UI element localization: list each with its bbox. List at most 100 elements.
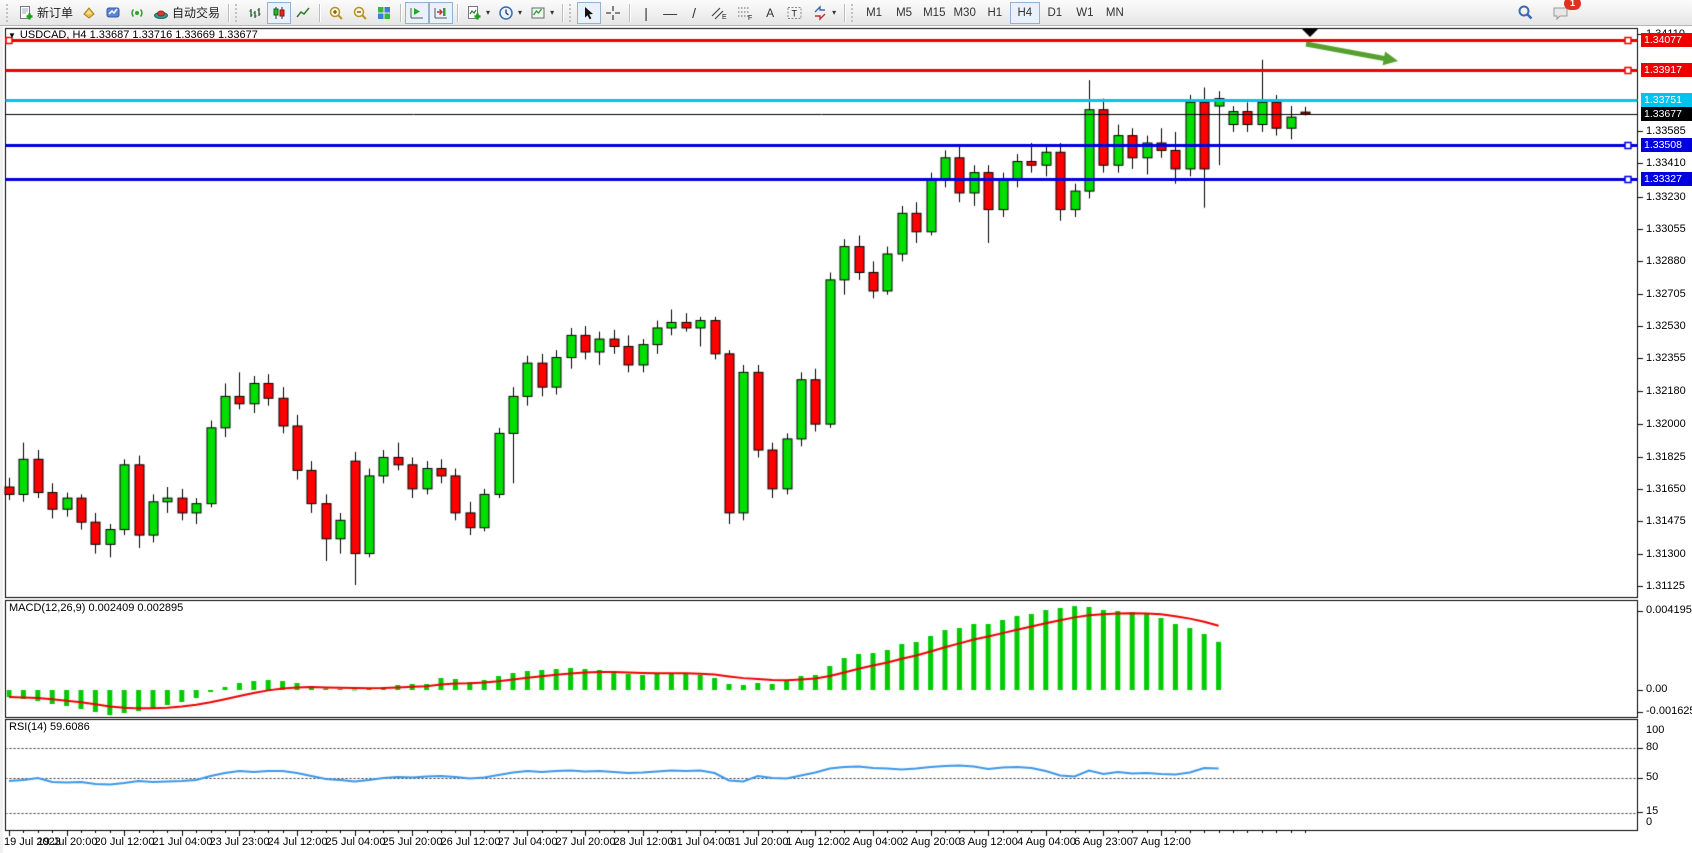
y-axis-label: 1.33410 <box>1646 156 1686 169</box>
x-axis-label: 19 Jul 2023 <box>4 836 61 848</box>
arrows-icon <box>814 4 826 21</box>
periods-caret: ▾ <box>518 8 523 17</box>
chart-shift-button[interactable] <box>429 1 454 24</box>
svg-text:T: T <box>792 8 798 18</box>
macd-label: MACD(12,26,9) 0.002409 0.002895 <box>9 602 184 614</box>
x-axis-label: 31 Jul 20:00 <box>728 836 789 848</box>
x-axis-label: 28 Jul 12:00 <box>613 836 674 848</box>
macd-axis-min: -0.001625 <box>1646 705 1692 717</box>
text-icon: A <box>766 5 775 20</box>
bar-chart-icon <box>249 7 261 18</box>
line-chart-icon <box>296 7 310 17</box>
search-button[interactable] <box>1513 2 1538 24</box>
x-axis-label: 1 Aug 12:00 <box>786 836 845 848</box>
new-order-icon <box>20 5 33 19</box>
styler-icon <box>83 6 95 19</box>
zoom-out-button[interactable] <box>348 2 372 24</box>
trendline-icon: / <box>692 4 697 21</box>
x-axis-label: 20 Jul 12:00 <box>94 836 155 848</box>
autotrading-button[interactable]: 自动交易 <box>149 2 224 24</box>
arrows-button[interactable]: ▾ <box>808 2 840 24</box>
x-axis-label: 2 Aug 04:00 <box>844 836 903 848</box>
horizontal-line-button[interactable]: — <box>658 2 682 24</box>
text-button[interactable]: A <box>758 2 782 24</box>
templates-button[interactable]: ▾ <box>526 2 558 24</box>
tile-windows-icon <box>378 6 391 19</box>
price-badge: 1.33327 <box>1641 171 1692 186</box>
tile-windows-button[interactable] <box>372 2 396 24</box>
crosshair-icon <box>606 5 621 20</box>
rsi-axis-label: 80 <box>1646 741 1659 753</box>
cursor-button[interactable] <box>577 1 602 24</box>
templates-caret: ▾ <box>550 8 555 17</box>
tf-button-D1[interactable]: D1 <box>1040 2 1070 24</box>
macd-axis-zero: 0.00 <box>1646 683 1668 695</box>
crosshair-button[interactable] <box>601 2 625 24</box>
price-badge: 1.33917 <box>1641 62 1692 77</box>
tf-button-M15[interactable]: M15 <box>919 2 949 24</box>
periods-button[interactable]: ▾ <box>494 2 526 24</box>
x-axis-label: 31 Jul 04:00 <box>670 836 731 848</box>
tf-button-M30[interactable]: M30 <box>949 2 979 24</box>
x-axis-label: 27 Jul 20:00 <box>555 836 616 848</box>
y-axis-label: 1.32705 <box>1646 287 1686 300</box>
line-chart-button[interactable] <box>291 2 315 24</box>
indicators-caret: ▾ <box>486 8 491 17</box>
y-axis-label: 1.31125 <box>1646 579 1685 592</box>
autotrading-icon <box>154 10 169 19</box>
tf-button-MN[interactable]: MN <box>1100 2 1130 24</box>
indicators-icon <box>468 5 481 19</box>
bar-chart-button[interactable] <box>243 2 267 24</box>
equidistant-channel-icon: E <box>711 7 727 21</box>
new-order-button[interactable]: 新订单 <box>14 2 77 24</box>
rsi-axis-label: 50 <box>1646 771 1659 783</box>
toolbar-grip[interactable] <box>6 3 12 22</box>
expand-triangle-icon[interactable]: ▼ <box>8 30 16 40</box>
toolbar: 新订单 自动交易 <box>0 0 1692 26</box>
x-axis-label: 2 Aug 20:00 <box>902 836 961 848</box>
rsi-axis-label: 100 <box>1646 724 1665 736</box>
equidistant-channel-button[interactable]: E <box>706 2 732 24</box>
price-badge: 1.33508 <box>1641 138 1692 153</box>
y-axis-label: 1.32880 <box>1646 254 1686 267</box>
y-axis-label: 1.32355 <box>1646 351 1686 364</box>
vertical-line-button[interactable]: | <box>634 2 658 24</box>
zoom-in-button[interactable] <box>324 2 348 24</box>
x-axis-label: 21 Jul 04:00 <box>152 836 213 848</box>
x-axis-label: 3 Aug 12:00 <box>959 836 1018 848</box>
x-axis-label: 25 Jul 20:00 <box>382 836 443 848</box>
y-axis-label: 1.31650 <box>1646 482 1686 495</box>
chart-title: ▼ USDCAD, H4 1.33687 1.33716 1.33669 1.3… <box>8 29 258 41</box>
notification-badge[interactable]: 1 <box>1564 0 1581 10</box>
tf-button-W1[interactable]: W1 <box>1070 2 1100 24</box>
y-axis-label: 1.32530 <box>1646 319 1686 332</box>
svg-text:F: F <box>748 15 752 21</box>
zoom-in-icon <box>329 6 343 20</box>
fibonacci-button[interactable]: F <box>732 2 758 24</box>
metaeditor-button[interactable] <box>101 2 125 24</box>
tf-button-M5[interactable]: M5 <box>889 2 919 24</box>
x-axis-label: 24 Jul 12:00 <box>267 836 328 848</box>
x-axis-label: 23 Jul 23:00 <box>209 836 270 848</box>
tf-button-M1[interactable]: M1 <box>859 2 889 24</box>
autotrading-label: 自动交易 <box>172 6 221 20</box>
macd-axis-max: 0.004195 <box>1646 604 1692 616</box>
arrows-caret: ▾ <box>832 8 837 17</box>
tf-button-H4[interactable]: H4 <box>1009 1 1040 24</box>
trendline-button[interactable]: / <box>682 2 706 24</box>
indicators-button[interactable]: ▾ <box>462 2 494 24</box>
x-axis-label: 26 Jul 12:00 <box>440 836 501 848</box>
signals-icon <box>131 8 143 17</box>
auto-scroll-icon <box>410 7 424 18</box>
candlestick-chart-button[interactable] <box>267 1 292 24</box>
tf-button-H1[interactable]: H1 <box>980 2 1010 24</box>
y-axis-label: 1.33230 <box>1646 190 1686 203</box>
clock-icon <box>499 5 513 20</box>
styler-button[interactable] <box>77 2 101 24</box>
vertical-line-icon: | <box>644 4 648 21</box>
text-label-button[interactable]: T <box>782 2 808 24</box>
signals-button[interactable] <box>125 2 149 24</box>
auto-scroll-button[interactable] <box>405 1 430 24</box>
